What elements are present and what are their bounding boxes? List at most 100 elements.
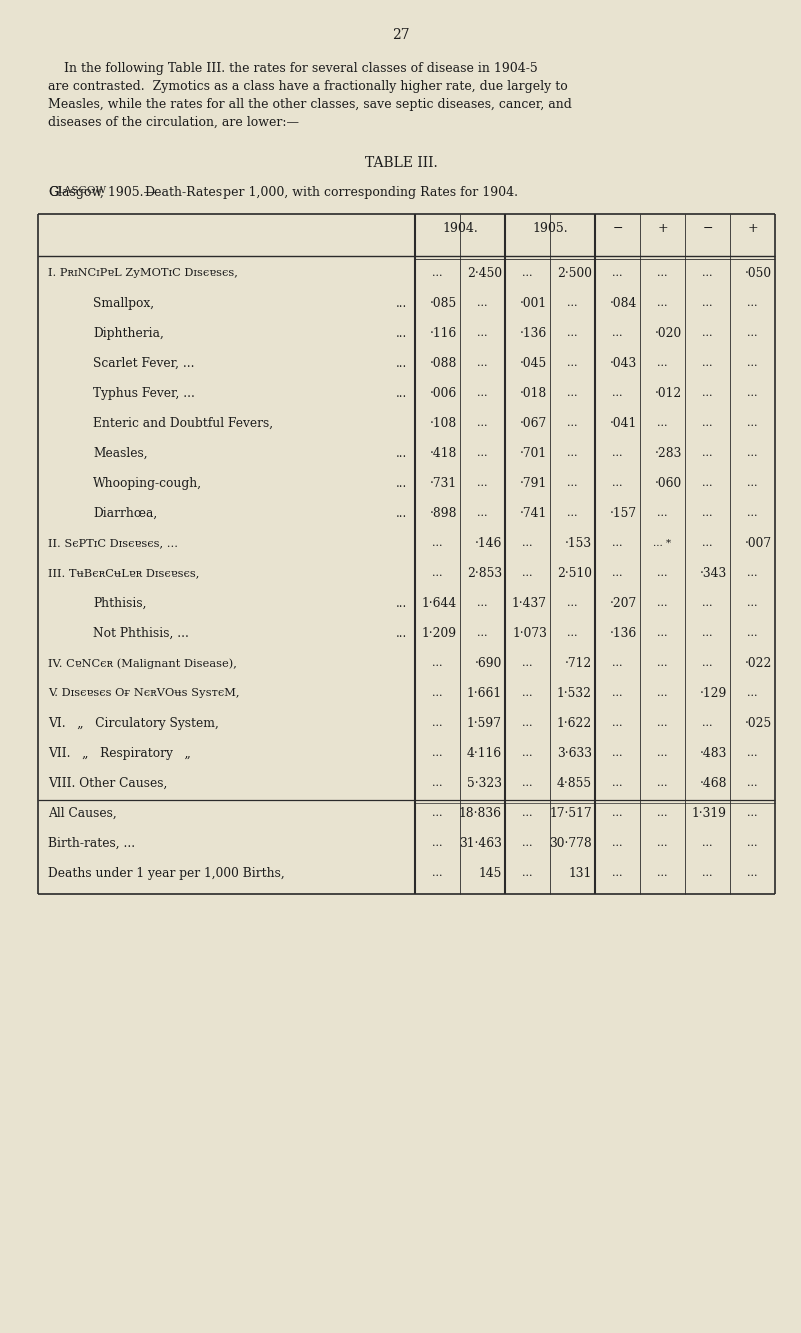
Text: 1905.: 1905. bbox=[532, 223, 568, 235]
Text: ...: ... bbox=[612, 809, 622, 818]
Text: Phthisis,: Phthisis, bbox=[93, 597, 147, 611]
Text: ...: ... bbox=[747, 419, 758, 428]
Text: ·483: ·483 bbox=[699, 746, 727, 760]
Text: ...: ... bbox=[702, 419, 713, 428]
Text: ...: ... bbox=[747, 689, 758, 698]
Text: ...: ... bbox=[612, 689, 622, 698]
Text: ...: ... bbox=[612, 659, 622, 669]
Text: ...: ... bbox=[477, 448, 488, 459]
Text: ...: ... bbox=[567, 628, 578, 639]
Text: ...: ... bbox=[747, 869, 758, 878]
Text: 1·532: 1·532 bbox=[557, 686, 592, 700]
Text: ...: ... bbox=[567, 388, 578, 399]
Text: ...: ... bbox=[747, 838, 758, 849]
Text: ...: ... bbox=[658, 508, 668, 519]
Text: ...: ... bbox=[522, 659, 533, 669]
Text: ...: ... bbox=[658, 718, 668, 729]
Text: ...: ... bbox=[612, 568, 622, 579]
Text: ...: ... bbox=[658, 749, 668, 758]
Text: 145: 145 bbox=[479, 866, 502, 880]
Text: 17·517: 17·517 bbox=[549, 806, 592, 820]
Text: G: G bbox=[48, 187, 58, 199]
Text: ...: ... bbox=[522, 268, 533, 279]
Text: ·468: ·468 bbox=[699, 777, 727, 790]
Text: ...: ... bbox=[658, 778, 668, 789]
Text: II. SєPTɪC Dɪsєɐsєs, ...: II. SєPTɪC Dɪsєɐsєs, ... bbox=[48, 539, 178, 548]
Text: ·108: ·108 bbox=[430, 417, 457, 431]
Text: Scarlet Fever, ...: Scarlet Fever, ... bbox=[93, 357, 195, 371]
Text: ...: ... bbox=[612, 479, 622, 488]
Text: ...: ... bbox=[702, 628, 713, 639]
Text: 2·510: 2·510 bbox=[557, 567, 592, 580]
Text: ·712: ·712 bbox=[565, 657, 592, 670]
Text: ...: ... bbox=[702, 388, 713, 399]
Text: 1·644: 1·644 bbox=[422, 597, 457, 611]
Text: ·067: ·067 bbox=[520, 417, 547, 431]
Text: per 1,000, with corresponding Rates for 1904.: per 1,000, with corresponding Rates for … bbox=[219, 187, 518, 199]
Text: ...: ... bbox=[658, 689, 668, 698]
Text: ...: ... bbox=[612, 749, 622, 758]
Text: Measles, while the rates for all the other classes, save septic diseases, cancer: Measles, while the rates for all the oth… bbox=[48, 99, 572, 111]
Text: ...: ... bbox=[396, 447, 407, 460]
Text: ...: ... bbox=[702, 869, 713, 878]
Text: diseases of the circulation, are lower:—: diseases of the circulation, are lower:— bbox=[48, 116, 299, 129]
Text: ...: ... bbox=[612, 388, 622, 399]
Text: ...: ... bbox=[702, 718, 713, 729]
Text: ...: ... bbox=[612, 838, 622, 849]
Text: In the following Table III. the rates for several classes of disease in 1904-5: In the following Table III. the rates fo… bbox=[48, 63, 537, 75]
Text: ...: ... bbox=[747, 749, 758, 758]
Text: 30·778: 30·778 bbox=[549, 837, 592, 850]
Text: ...: ... bbox=[747, 448, 758, 459]
Text: ...: ... bbox=[567, 328, 578, 339]
Text: ...: ... bbox=[612, 328, 622, 339]
Text: ...: ... bbox=[658, 299, 668, 308]
Text: ·012: ·012 bbox=[654, 387, 682, 400]
Text: ·043: ·043 bbox=[610, 357, 637, 371]
Text: ·001: ·001 bbox=[520, 297, 547, 311]
Text: All Causes,: All Causes, bbox=[48, 806, 117, 820]
Text: −: − bbox=[612, 223, 622, 235]
Text: ...: ... bbox=[477, 299, 488, 308]
Text: ·006: ·006 bbox=[430, 387, 457, 400]
Text: ...: ... bbox=[747, 778, 758, 789]
Text: ...: ... bbox=[433, 568, 443, 579]
Text: Not Phthisis, ...: Not Phthisis, ... bbox=[93, 627, 189, 640]
Text: Smallpox,: Smallpox, bbox=[93, 297, 154, 311]
Text: ...: ... bbox=[396, 627, 407, 640]
Text: ...: ... bbox=[396, 477, 407, 491]
Text: ...: ... bbox=[522, 689, 533, 698]
Text: ·025: ·025 bbox=[745, 717, 772, 730]
Text: ...: ... bbox=[658, 869, 668, 878]
Text: ...: ... bbox=[702, 508, 713, 519]
Text: 2·853: 2·853 bbox=[467, 567, 502, 580]
Text: ...: ... bbox=[433, 749, 443, 758]
Text: ...: ... bbox=[433, 778, 443, 789]
Text: ·116: ·116 bbox=[430, 327, 457, 340]
Text: ...: ... bbox=[658, 268, 668, 279]
Text: ·085: ·085 bbox=[430, 297, 457, 311]
Text: ...: ... bbox=[396, 357, 407, 371]
Text: ·041: ·041 bbox=[610, 417, 637, 431]
Text: Enteric and Doubtful Fevers,: Enteric and Doubtful Fevers, bbox=[93, 417, 273, 431]
Text: 131: 131 bbox=[569, 866, 592, 880]
Text: ...: ... bbox=[612, 718, 622, 729]
Text: ...: ... bbox=[567, 599, 578, 608]
Text: ...: ... bbox=[702, 359, 713, 368]
Text: ...: ... bbox=[522, 718, 533, 729]
Text: ...: ... bbox=[702, 659, 713, 669]
Text: ·018: ·018 bbox=[520, 387, 547, 400]
Text: ...: ... bbox=[658, 419, 668, 428]
Text: ·418: ·418 bbox=[429, 447, 457, 460]
Text: ...: ... bbox=[477, 328, 488, 339]
Text: 1904.: 1904. bbox=[442, 223, 478, 235]
Text: 27: 27 bbox=[392, 28, 410, 43]
Text: ...: ... bbox=[477, 628, 488, 639]
Text: ...: ... bbox=[702, 268, 713, 279]
Text: ...: ... bbox=[396, 297, 407, 311]
Text: ...: ... bbox=[702, 328, 713, 339]
Text: III. TʉBєʀCʉLɐʀ Dɪsєɐsєs,: III. TʉBєʀCʉLɐʀ Dɪsєɐsєs, bbox=[48, 568, 199, 579]
Text: ...: ... bbox=[747, 508, 758, 519]
Text: ...: ... bbox=[658, 838, 668, 849]
Text: Diphtheria,: Diphtheria, bbox=[93, 327, 164, 340]
Text: 1·622: 1·622 bbox=[557, 717, 592, 730]
